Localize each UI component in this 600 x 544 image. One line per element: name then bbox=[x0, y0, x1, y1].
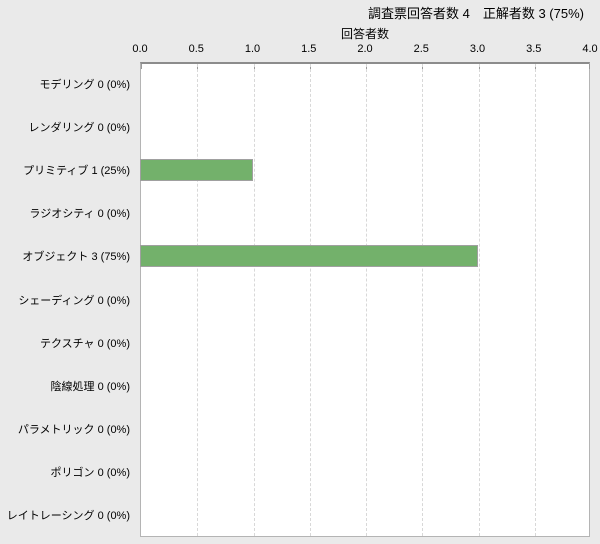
x-tick-label: 1.0 bbox=[244, 43, 261, 55]
category-label: プリミティブ 1 (25%) bbox=[23, 164, 130, 177]
chart-row: プリミティブ 1 (25%) bbox=[0, 148, 600, 191]
x-tick-label: 0.5 bbox=[188, 43, 204, 55]
bar-track bbox=[140, 332, 590, 354]
x-tick-label: 3.0 bbox=[469, 43, 486, 55]
gridline bbox=[422, 64, 424, 536]
category-label: 陰線処理 0 (0%) bbox=[50, 380, 130, 393]
category-label: パラメトリック 0 (0%) bbox=[17, 424, 130, 437]
bar-track bbox=[140, 504, 590, 526]
bar-track bbox=[140, 245, 590, 268]
x-tick-label: 2.0 bbox=[357, 43, 373, 55]
x-tick-mark bbox=[589, 64, 590, 69]
gridline bbox=[253, 64, 255, 536]
x-tick-mark bbox=[141, 64, 142, 69]
bar bbox=[140, 158, 253, 181]
bar-track bbox=[140, 375, 590, 397]
x-tick-label: 2.5 bbox=[413, 43, 429, 55]
category-label: オブジェクト 3 (75%) bbox=[22, 251, 130, 264]
category-label: レイトレーシング 0 (0%) bbox=[6, 510, 130, 523]
category-label: テクスチャ 0 (0%) bbox=[39, 337, 130, 350]
chart-title: 調査票回答者数 4 正解者数 3 (75%) bbox=[368, 6, 584, 21]
chart-row: オブジェクト 3 (75%) bbox=[0, 235, 600, 278]
chart-row: ポリゴン 0 (0%) bbox=[0, 451, 600, 494]
chart-row: レイトレーシング 0 (0%) bbox=[0, 494, 600, 537]
bar-track bbox=[140, 289, 590, 311]
bar-track bbox=[140, 158, 590, 181]
bar-track bbox=[140, 418, 590, 440]
bar-track bbox=[140, 116, 590, 138]
x-tick-label: 4.0 bbox=[582, 43, 598, 55]
bar-track bbox=[140, 461, 590, 483]
x-tick-label: 1.5 bbox=[301, 43, 317, 55]
gridline bbox=[309, 64, 311, 536]
chart-row: ラジオシティ 0 (0%) bbox=[0, 192, 600, 235]
x-tick-label: 3.5 bbox=[526, 43, 542, 55]
category-label: シェーディング 0 (0%) bbox=[18, 294, 130, 307]
bar bbox=[140, 245, 478, 268]
bar-track bbox=[140, 202, 590, 224]
x-axis-label: 回答者数 bbox=[340, 27, 389, 41]
chart-rows: モデリング 0 (0%) レンダリング 0 (0%) プリミティブ 1 (25%) ラ… bbox=[0, 62, 600, 537]
chart-row: モデリング 0 (0%) bbox=[0, 62, 600, 105]
chart-row: テクスチャ 0 (0%) bbox=[0, 321, 600, 364]
plot-inner bbox=[141, 64, 590, 536]
chart-row: レンダリング 0 (0%) bbox=[0, 105, 600, 148]
bar-track bbox=[140, 73, 590, 95]
chart-row: シェーディング 0 (0%) bbox=[0, 278, 600, 321]
x-tick-label: 0.0 bbox=[132, 43, 148, 55]
gridline bbox=[366, 64, 367, 536]
chart-row: 陰線処理 0 (0%) bbox=[0, 364, 600, 407]
category-label: ラジオシティ 0 (0%) bbox=[29, 208, 130, 221]
category-label: モデリング 0 (0%) bbox=[39, 78, 130, 91]
category-label: ポリゴン 0 (0%) bbox=[50, 467, 130, 480]
gridline bbox=[478, 64, 480, 536]
plot-area bbox=[140, 62, 590, 537]
gridline bbox=[534, 64, 536, 536]
x-axis: 0.0 0.5 1.0 1.5 2.0 2.5 3.0 3.5 4.0 bbox=[132, 43, 597, 57]
category-label: レンダリング 0 (0%) bbox=[28, 121, 130, 134]
chart-row: パラメトリック 0 (0%) bbox=[0, 408, 600, 451]
gridline bbox=[197, 64, 199, 536]
